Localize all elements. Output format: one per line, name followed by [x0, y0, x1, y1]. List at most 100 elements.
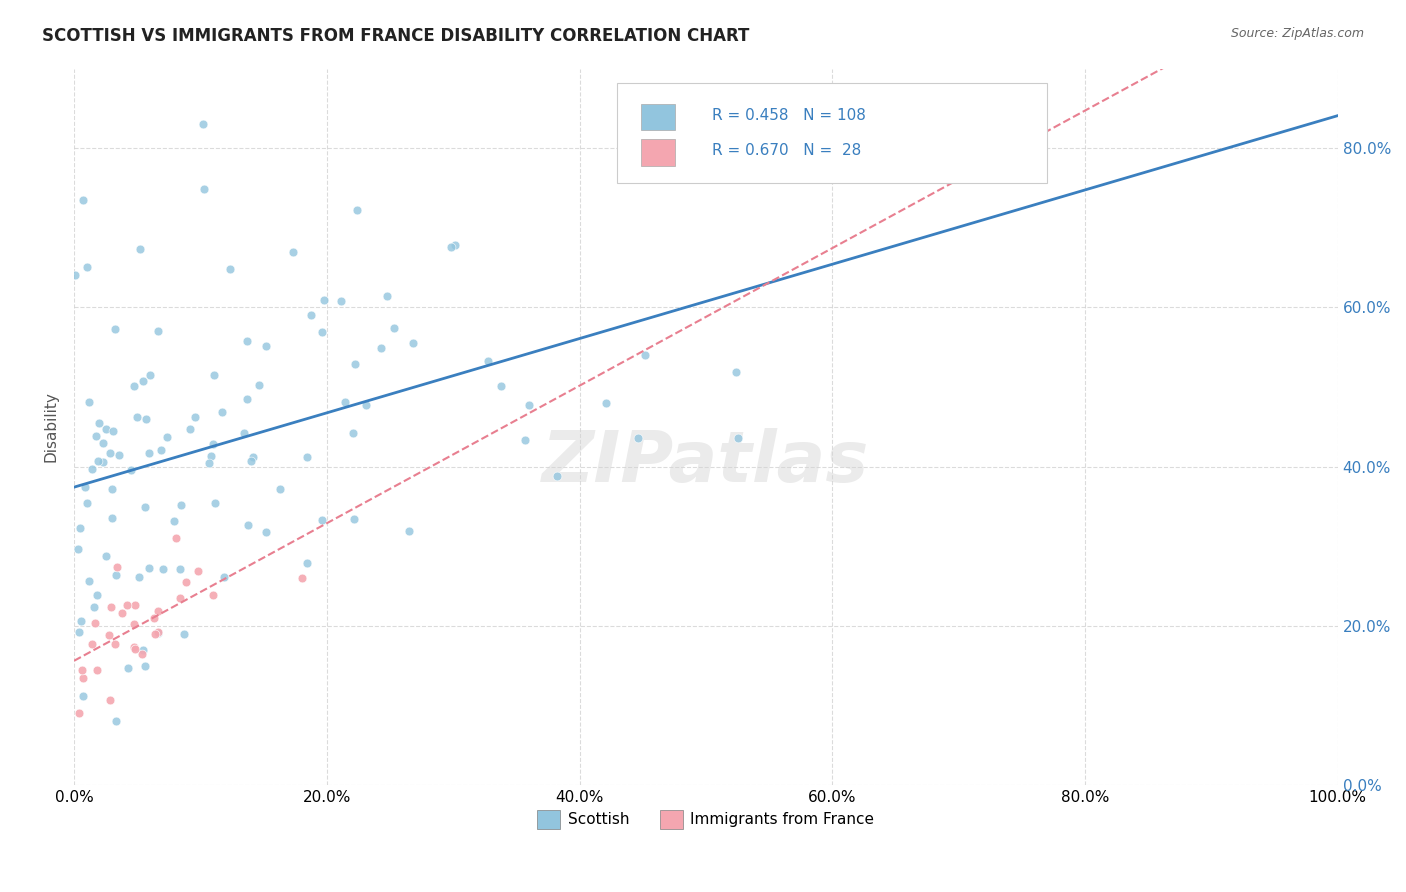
Point: [83, 599, 105, 614]
Text: SCOTTISH VS IMMIGRANTS FROM FRANCE DISABILITY CORRELATION CHART: SCOTTISH VS IMMIGRANTS FROM FRANCE DISAB…: [42, 27, 749, 45]
Point: [477, 353, 499, 368]
Point: [311, 513, 333, 527]
Point: [146, 625, 169, 640]
Point: [197, 456, 219, 470]
Point: [98, 446, 121, 460]
Point: [440, 240, 463, 254]
Point: [134, 659, 156, 673]
Point: [105, 714, 128, 729]
Text: Source: ZipAtlas.com: Source: ZipAtlas.com: [1230, 27, 1364, 40]
Point: [69, 521, 91, 535]
Point: [299, 309, 322, 323]
Point: [143, 611, 166, 625]
Point: [128, 242, 150, 256]
Point: [146, 626, 169, 640]
Point: [311, 325, 333, 339]
Point: [146, 604, 169, 618]
Point: [100, 600, 122, 615]
Point: [96, 549, 118, 563]
Point: [187, 564, 209, 578]
Point: [444, 238, 467, 252]
Point: [77, 574, 100, 588]
Point: [335, 395, 357, 409]
Point: [152, 562, 174, 576]
FancyBboxPatch shape: [617, 83, 1047, 183]
Point: [163, 514, 186, 528]
Point: [86, 588, 108, 602]
Point: [134, 500, 156, 514]
Point: [156, 430, 179, 444]
Point: [124, 642, 146, 657]
Point: [128, 570, 150, 584]
Point: [515, 434, 537, 448]
Point: [202, 436, 225, 450]
Point: [179, 422, 201, 436]
Point: [191, 117, 214, 131]
Point: [104, 637, 127, 651]
Text: R = 0.458   N = 108: R = 0.458 N = 108: [713, 108, 866, 122]
Point: [108, 448, 131, 462]
Point: [297, 450, 319, 465]
Point: [101, 482, 124, 496]
Point: [132, 375, 155, 389]
Point: [236, 392, 259, 407]
Point: [202, 368, 225, 383]
Point: [124, 599, 146, 613]
Point: [398, 524, 420, 538]
Point: [148, 324, 170, 338]
Point: [193, 181, 215, 195]
Point: [131, 647, 153, 661]
Point: [69, 615, 91, 629]
Point: [219, 261, 242, 276]
Text: ZIPatlas: ZIPatlas: [543, 428, 869, 497]
Text: R = 0.670   N =  28: R = 0.670 N = 28: [713, 144, 862, 159]
Point: [295, 556, 318, 570]
Point: [312, 293, 335, 307]
Point: [125, 409, 148, 424]
Point: [354, 398, 377, 412]
Point: [111, 606, 134, 620]
Point: [375, 289, 398, 303]
Point: [67, 624, 90, 639]
Point: [247, 377, 270, 392]
Point: [76, 496, 98, 510]
Point: [211, 405, 233, 419]
Point: [236, 334, 259, 348]
Point: [104, 321, 127, 335]
Point: [98, 628, 121, 642]
Point: [122, 379, 145, 393]
Point: [254, 339, 277, 353]
Point: [138, 446, 160, 460]
Point: [727, 430, 749, 444]
Point: [173, 626, 195, 640]
Point: [233, 426, 256, 441]
Point: [702, 122, 724, 136]
Point: [87, 416, 110, 430]
Point: [77, 394, 100, 409]
FancyBboxPatch shape: [641, 139, 675, 166]
Point: [72, 193, 94, 207]
Point: [67, 706, 90, 721]
Point: [165, 531, 187, 545]
Point: [91, 436, 114, 450]
Point: [184, 410, 207, 425]
Point: [86, 663, 108, 677]
Point: [75, 480, 97, 494]
FancyBboxPatch shape: [641, 103, 675, 130]
Point: [174, 574, 197, 589]
Point: [72, 689, 94, 703]
Point: [67, 542, 90, 557]
Point: [132, 643, 155, 657]
Point: [884, 166, 907, 180]
Point: [170, 499, 193, 513]
Point: [98, 693, 121, 707]
Point: [101, 424, 124, 438]
Point: [370, 341, 392, 355]
Point: [346, 203, 368, 218]
Point: [627, 432, 650, 446]
Point: [242, 450, 264, 464]
Point: [489, 378, 512, 392]
Point: [212, 570, 235, 584]
Point: [105, 567, 128, 582]
Point: [200, 449, 222, 463]
